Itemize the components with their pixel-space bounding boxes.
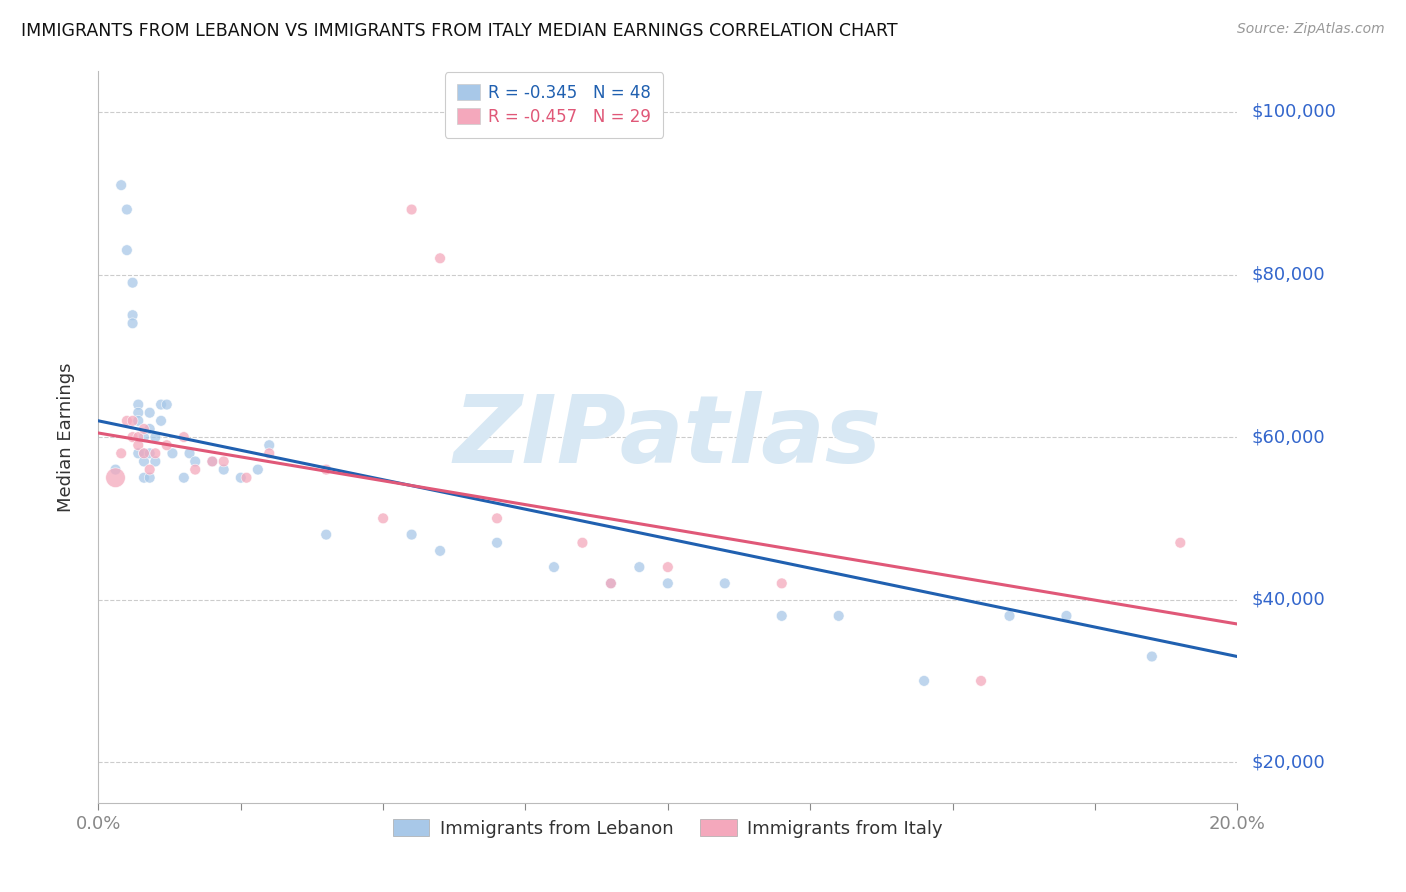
Point (486, 511, 509, 525)
Point (127, 398, 149, 412)
Text: ZIPatlas: ZIPatlas (454, 391, 882, 483)
Point (201, 454, 224, 468)
Point (127, 438, 149, 452)
Text: $80,000: $80,000 (1251, 266, 1324, 284)
Text: IMMIGRANTS FROM LEBANON VS IMMIGRANTS FROM ITALY MEDIAN EARNINGS CORRELATION CHA: IMMIGRANTS FROM LEBANON VS IMMIGRANTS FR… (21, 22, 897, 40)
Point (235, 471, 257, 485)
Point (127, 430, 149, 444)
Point (429, 544, 451, 558)
Point (127, 414, 149, 428)
Point (259, 438, 281, 452)
Point (115, 243, 138, 257)
Point (132, 446, 155, 460)
Point (657, 560, 679, 574)
Point (104, 462, 127, 476)
Point (1056, 608, 1078, 623)
Point (315, 462, 337, 476)
Y-axis label: Median Earnings: Median Earnings (56, 362, 75, 512)
Point (110, 178, 132, 193)
Point (184, 462, 207, 476)
Point (138, 462, 160, 476)
Text: Source: ZipAtlas.com: Source: ZipAtlas.com (1237, 22, 1385, 37)
Text: $100,000: $100,000 (1251, 103, 1336, 121)
Point (121, 414, 143, 428)
Point (145, 446, 167, 460)
Point (246, 462, 269, 476)
Point (121, 308, 143, 322)
Point (970, 673, 993, 688)
Point (179, 446, 201, 460)
Point (138, 446, 160, 460)
Point (770, 576, 793, 591)
Point (138, 471, 160, 485)
Point (543, 560, 565, 574)
Point (828, 608, 851, 623)
Point (173, 430, 195, 444)
Point (132, 446, 155, 460)
Point (628, 560, 651, 574)
Point (138, 406, 160, 420)
Point (110, 446, 132, 460)
Point (132, 430, 155, 444)
Point (401, 202, 423, 217)
Point (115, 414, 138, 428)
Point (998, 608, 1021, 623)
Point (657, 576, 679, 591)
Point (259, 446, 281, 460)
Point (156, 438, 179, 452)
Point (600, 576, 623, 591)
Point (212, 462, 235, 476)
Point (132, 422, 155, 436)
Text: $40,000: $40,000 (1251, 591, 1324, 608)
Point (132, 454, 155, 468)
Point (1170, 535, 1192, 549)
Point (132, 471, 155, 485)
Point (184, 454, 207, 468)
Text: $60,000: $60,000 (1251, 428, 1324, 446)
Point (429, 252, 451, 266)
Point (127, 406, 149, 420)
Point (571, 535, 593, 549)
Point (121, 276, 143, 290)
Point (104, 471, 127, 485)
Point (315, 527, 337, 541)
Point (121, 316, 143, 330)
Point (486, 535, 509, 549)
Point (201, 454, 224, 468)
Point (145, 430, 167, 444)
Point (150, 414, 173, 428)
Point (212, 454, 235, 468)
Point (912, 673, 935, 688)
Point (150, 398, 173, 412)
Point (145, 454, 167, 468)
Point (156, 398, 179, 412)
Legend: Immigrants from Lebanon, Immigrants from Italy: Immigrants from Lebanon, Immigrants from… (385, 812, 950, 845)
Point (401, 527, 423, 541)
Point (138, 422, 160, 436)
Text: $20,000: $20,000 (1251, 753, 1324, 772)
Point (714, 576, 737, 591)
Point (173, 471, 195, 485)
Point (770, 608, 793, 623)
Point (115, 202, 138, 217)
Point (373, 511, 395, 525)
Point (162, 446, 184, 460)
Point (1140, 649, 1163, 664)
Point (121, 430, 143, 444)
Point (127, 446, 149, 460)
Point (600, 576, 623, 591)
Point (229, 471, 252, 485)
